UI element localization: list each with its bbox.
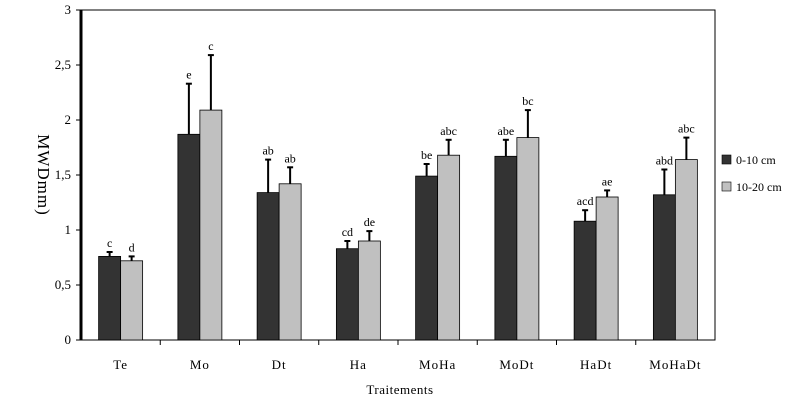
bar-Ha-series-1 [357, 240, 381, 341]
significance-letter-MoHaDt-series-0: abd [656, 154, 673, 168]
x-axis-label: Traitements [366, 382, 433, 397]
bar-MoHa-series-1 [437, 154, 461, 341]
significance-letter-Te-series-1: d [129, 240, 135, 254]
bar-MoHaDt-series-1 [674, 159, 698, 341]
bar-HaDt-series-1 [595, 196, 619, 341]
y-tick-label: 2,5 [55, 57, 71, 72]
category-label-Ha: Ha [350, 357, 367, 372]
y-tick-label: 0 [65, 332, 72, 347]
error-bars-group [106, 54, 690, 261]
y-tick-label: 0,5 [55, 277, 71, 292]
significance-letter-Mo-series-1: c [208, 39, 213, 53]
significance-letter-MoHa-series-0: be [421, 148, 432, 162]
bar-MoDt-series-0 [494, 155, 518, 341]
bar-Dt-series-0 [256, 192, 280, 341]
bar-series-group [98, 109, 698, 341]
significance-letter-Ha-series-1: de [364, 215, 375, 229]
category-label-Te: Te [113, 357, 128, 372]
significance-letter-Ha-series-0: cd [342, 225, 353, 239]
significance-letter-Dt-series-0: ab [262, 144, 273, 158]
significance-letter-MoHaDt-series-1: abc [678, 122, 695, 136]
bar-MoDt-series-1 [516, 137, 540, 341]
y-tick-label: 3 [65, 2, 72, 17]
y-axis-label: MWDmm) [34, 134, 53, 216]
plot-frame [80, 9, 716, 341]
category-label-MoHa: MoHa [419, 357, 456, 372]
significance-letter-HaDt-series-0: acd [577, 194, 594, 208]
category-label-HaDt: HaDt [580, 357, 612, 372]
bar-Te-series-0 [98, 255, 122, 341]
significance-letter-MoDt-series-1: bc [522, 94, 533, 108]
significance-letter-Mo-series-0: e [186, 68, 191, 82]
significance-letter-MoDt-series-0: abe [498, 124, 515, 138]
category-label-Mo: Mo [190, 357, 210, 372]
significance-letter-HaDt-series-1: ae [602, 174, 613, 188]
legend-label-0-10cm: 0-10 cm [736, 153, 776, 167]
category-label-MoHaDt: MoHaDt [649, 357, 701, 372]
y-tick-label: 2 [65, 112, 72, 127]
bar-Mo-series-1 [199, 109, 223, 341]
y-tick-label: 1,5 [55, 167, 71, 182]
significance-letter-Dt-series-1: ab [284, 151, 295, 165]
category-label-MoDt: MoDt [499, 357, 534, 372]
bar-Te-series-1 [120, 260, 144, 341]
bar-MoHaDt-series-0 [652, 194, 676, 341]
x-axis-ticks [159, 340, 637, 345]
significance-letter-Te-series-0: c [107, 236, 112, 250]
y-tick-label: 1 [65, 222, 72, 237]
bar-Mo-series-0 [177, 133, 201, 341]
significance-letter-MoHa-series-1: abc [440, 124, 457, 138]
category-label-Dt: Dt [272, 357, 287, 372]
legend-swatch-0-10cm [721, 154, 732, 165]
y-axis-ticks: 0 0,5 1 1,5 2 2,5 3 [55, 2, 81, 347]
bar-Dt-series-1 [278, 183, 302, 341]
bar-Ha-series-0 [335, 248, 359, 341]
legend-swatch-10-20cm [721, 181, 732, 192]
bar-MoHa-series-0 [415, 175, 439, 341]
legend: 0-10 cm 10-20 cm [721, 153, 782, 194]
legend-label-10-20cm: 10-20 cm [736, 180, 782, 194]
category-labels-group: Te Mo Dt Ha MoHa MoDt HaDt MoHaDt [113, 357, 701, 372]
bar-HaDt-series-0 [573, 220, 597, 341]
